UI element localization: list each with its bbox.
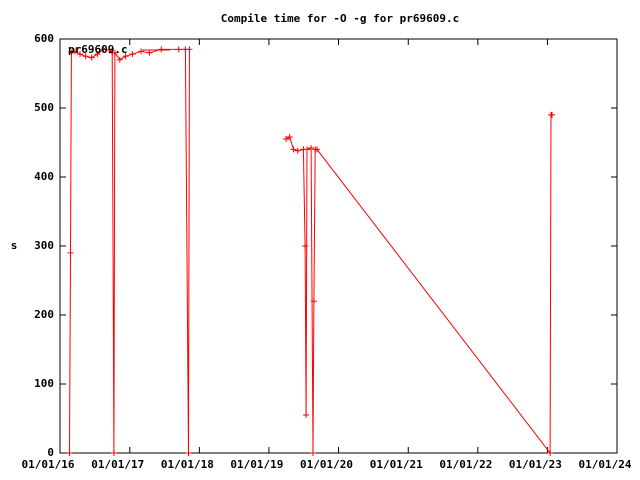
point-marker — [88, 54, 95, 61]
y-tick-label: 600 — [34, 32, 54, 45]
y-axis-label: s — [11, 239, 18, 252]
point-marker — [304, 146, 311, 153]
point-marker — [129, 51, 136, 58]
point-marker — [290, 146, 297, 153]
x-tick-label: 01/01/24 — [579, 458, 632, 471]
point-marker — [303, 412, 310, 419]
x-tick-label: 01/01/18 — [161, 458, 214, 471]
y-tick-label: 500 — [34, 101, 54, 114]
point-marker — [106, 47, 113, 54]
point-marker — [68, 49, 75, 56]
x-tick-label: 01/01/22 — [439, 458, 492, 471]
point-marker — [310, 298, 317, 305]
point-marker — [294, 147, 301, 154]
point-marker — [283, 136, 290, 143]
point-marker — [66, 450, 73, 456]
point-marker — [138, 48, 145, 55]
x-tick-label: 01/01/23 — [509, 458, 562, 471]
point-marker — [286, 133, 293, 140]
x-tick-label: 01/01/17 — [91, 458, 144, 471]
legend-label: pr69609.c — [68, 43, 128, 56]
y-tick-label: 200 — [34, 308, 54, 321]
y-tick-label: 400 — [34, 170, 54, 183]
point-marker — [94, 51, 101, 58]
point-marker — [185, 450, 192, 456]
x-tick-label: 01/01/21 — [370, 458, 423, 471]
point-marker — [548, 111, 555, 118]
point-marker — [100, 46, 107, 53]
point-marker — [302, 243, 309, 249]
point-marker — [111, 49, 118, 56]
point-marker — [122, 53, 129, 60]
point-marker — [82, 53, 89, 60]
point-marker — [72, 48, 79, 55]
point-marker — [186, 46, 193, 53]
y-tick-label: 100 — [34, 377, 54, 390]
y-tick-label: 0 — [47, 446, 54, 459]
point-marker — [175, 46, 182, 53]
chart-title: Compile time for -O -g for pr69609.c — [221, 12, 459, 25]
x-tick-label: 01/01/16 — [22, 458, 75, 471]
point-marker — [158, 46, 165, 53]
point-marker — [547, 450, 554, 456]
point-marker — [110, 450, 117, 456]
point-marker — [308, 145, 315, 152]
point-marker — [309, 450, 316, 456]
y-tick-label: 300 — [34, 239, 54, 252]
point-marker — [116, 56, 123, 63]
point-marker — [77, 51, 84, 58]
x-tick-label: 01/01/20 — [300, 458, 353, 471]
point-marker — [146, 49, 153, 56]
x-tick-label: 01/01/19 — [230, 458, 283, 471]
point-marker — [67, 249, 74, 256]
point-marker — [313, 146, 320, 153]
